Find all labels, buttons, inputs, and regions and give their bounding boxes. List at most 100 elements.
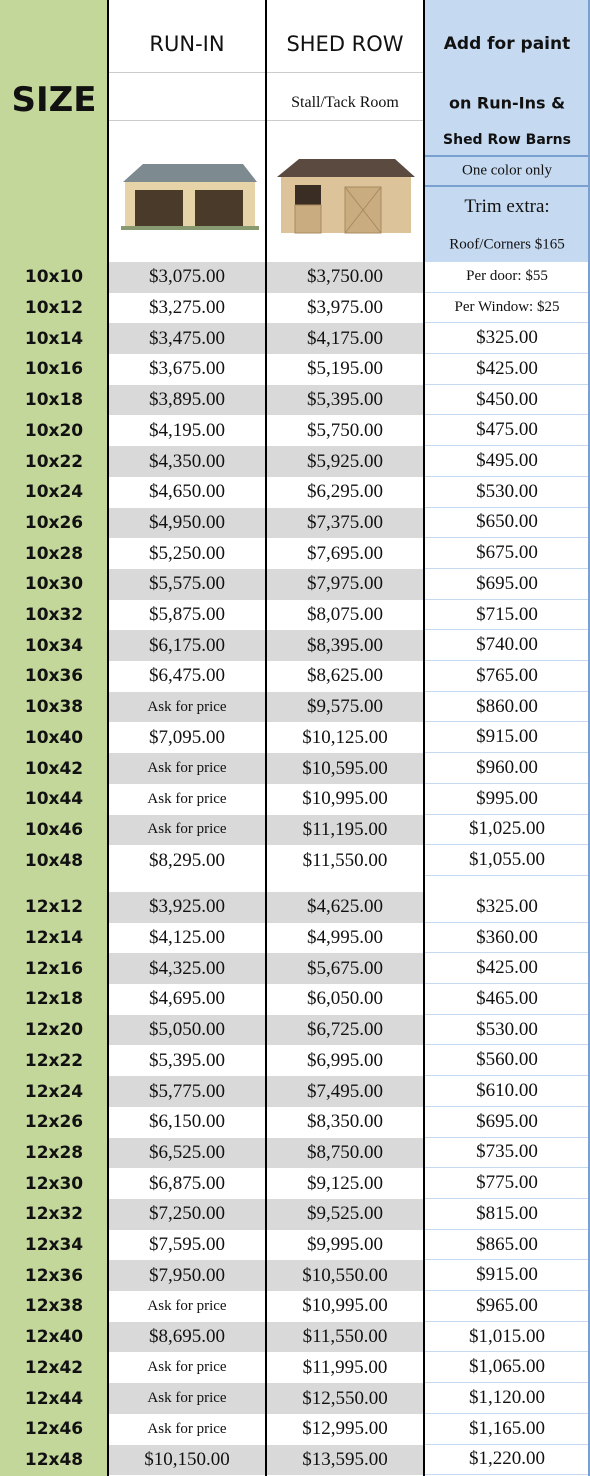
price-cell: $6,150.00 [108,1107,266,1138]
price-cell: $5,395.00 [108,1046,266,1077]
price-cell: $530.00 [424,477,590,508]
price-cell: $325.00 [424,892,590,923]
price-cell: $8,395.00 [266,630,424,661]
price-cell: $4,695.00 [108,984,266,1015]
price-cell: $675.00 [424,538,590,569]
price-cell: $4,195.00 [108,416,266,447]
price-cell: $915.00 [424,723,590,754]
price-cell: $7,950.00 [108,1260,266,1291]
price-cell: $3,895.00 [108,385,266,416]
price-cell: $695.00 [424,1107,590,1138]
price-cell: $6,050.00 [266,984,424,1015]
paint-line: on Run-Ins & [449,94,565,113]
price-cell: $3,275.00 [108,293,266,324]
price-cell: $9,525.00 [266,1199,424,1230]
price-cell: $965.00 [424,1291,590,1322]
size-cell: 10x14 [0,323,108,354]
price-cell: $7,695.00 [266,538,424,569]
price-cell: $6,995.00 [266,1046,424,1077]
price-cell: $4,625.00 [266,892,424,923]
run-in-image [115,160,260,232]
price-cell: $7,975.00 [266,569,424,600]
size-cell: 12x34 [0,1230,108,1261]
price-cell: $10,995.00 [266,784,424,815]
price-cell: $8,295.00 [108,845,266,876]
size-cell: 10x22 [0,446,108,477]
price-cell: $610.00 [424,1076,590,1107]
price-cell: $475.00 [424,416,590,447]
size-cell: 12x46 [0,1414,108,1445]
price-cell: Per door: $55 [424,262,590,293]
price-cell: $7,095.00 [108,723,266,754]
price-cell: $7,375.00 [266,508,424,539]
price-cell: Ask for price [108,1383,266,1414]
size-cell: 10x48 [0,845,108,876]
price-cell: $815.00 [424,1199,590,1230]
size-header: SIZE [11,80,96,120]
size-cell: 10x28 [0,538,108,569]
price-cell: $11,195.00 [266,815,424,846]
price-cell: $8,695.00 [108,1322,266,1353]
price-cell: $4,175.00 [266,323,424,354]
price-cell: $5,775.00 [108,1076,266,1107]
price-cell: $465.00 [424,984,590,1015]
price-cell: $11,550.00 [266,1322,424,1353]
price-cell: $6,725.00 [266,1015,424,1046]
price-cell: $4,325.00 [108,953,266,984]
size-cell: 12x38 [0,1291,108,1322]
price-cell: $3,475.00 [108,323,266,354]
price-cell: $7,495.00 [266,1076,424,1107]
price-cell: $6,175.00 [108,630,266,661]
paint-line: Trim extra: [464,196,549,218]
price-cell: $6,875.00 [108,1168,266,1199]
price-cell: $12,995.00 [266,1414,424,1445]
price-cell: $1,165.00 [424,1414,590,1445]
price-cell: $8,075.00 [266,600,424,631]
price-cell: $10,125.00 [266,723,424,754]
price-cell: Per Window: $25 [424,293,590,324]
price-cell: $9,125.00 [266,1168,424,1199]
size-cell: 10x20 [0,416,108,447]
price-cell: Ask for price [108,1291,266,1322]
price-cell: $650.00 [424,508,590,539]
price-cell: $695.00 [424,569,590,600]
price-cell: $8,350.00 [266,1107,424,1138]
size-cell: 10x30 [0,569,108,600]
price-cell: $7,250.00 [108,1199,266,1230]
size-cell: 10x44 [0,784,108,815]
size-cell: 12x48 [0,1445,108,1476]
size-cell: 12x18 [0,984,108,1015]
size-cell: 12x32 [0,1199,108,1230]
price-cell: $360.00 [424,923,590,954]
price-cell: $530.00 [424,1015,590,1046]
price-cell: $10,150.00 [108,1445,266,1476]
price-cell: $8,750.00 [266,1138,424,1169]
size-cell: 12x20 [0,1015,108,1046]
price-cell: $13,595.00 [266,1445,424,1476]
size-cell: 10x32 [0,600,108,631]
size-cell: 10x42 [0,753,108,784]
price-cell: $735.00 [424,1138,590,1169]
price-cell: $3,075.00 [108,262,266,293]
price-cell: $5,750.00 [266,416,424,447]
price-cell: $325.00 [424,323,590,354]
price-cell: $450.00 [424,385,590,416]
size-cell: 10x46 [0,815,108,846]
price-cell: $5,050.00 [108,1015,266,1046]
size-cell: 12x22 [0,1046,108,1077]
size-cell: 12x26 [0,1107,108,1138]
price-cell: $740.00 [424,630,590,661]
price-cell: $3,975.00 [266,293,424,324]
size-cell: 10x26 [0,508,108,539]
column-border [107,0,109,1476]
price-cell: $560.00 [424,1046,590,1077]
price-cell: $495.00 [424,446,590,477]
price-cell: $1,220.00 [424,1445,590,1476]
price-cell: $5,925.00 [266,446,424,477]
size-cell: 12x28 [0,1138,108,1169]
price-cell: $10,595.00 [266,753,424,784]
price-cell: $9,995.00 [266,1230,424,1261]
price-cell: $775.00 [424,1168,590,1199]
shed-row-header: SHED ROW [286,32,403,56]
price-cell: Ask for price [108,815,266,846]
